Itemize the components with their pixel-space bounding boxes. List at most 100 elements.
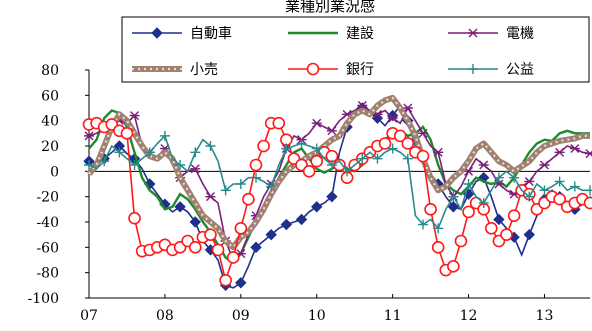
y-tick-label: 0: [50, 164, 59, 180]
data-point: [265, 228, 277, 241]
data-point: [234, 222, 248, 235]
data-point: [539, 185, 550, 196]
data-point: [553, 192, 566, 206]
legend-item: 建設: [288, 26, 374, 42]
series-line: [88, 103, 591, 289]
data-point: [433, 223, 444, 234]
data-point: [295, 213, 308, 226]
legend-item: 銀行: [288, 62, 374, 78]
y-tick-label: -40: [36, 215, 59, 231]
data-point: [311, 118, 322, 128]
data-point: [235, 179, 246, 189]
series-line: [88, 134, 590, 230]
data-point: [431, 241, 445, 254]
data-point: [393, 129, 407, 143]
data-point: [493, 213, 505, 226]
data-point: [266, 181, 277, 192]
data-point: [478, 160, 489, 170]
data-point: [402, 153, 413, 164]
legend-label: 小売: [190, 62, 218, 78]
data-point: [250, 241, 262, 254]
data-point: [281, 143, 292, 154]
data-point: [219, 273, 232, 287]
series-line-dots: [88, 96, 590, 249]
data-point: [424, 203, 437, 216]
data-point: [326, 190, 338, 203]
data-point: [226, 251, 240, 264]
data-point: [175, 160, 186, 170]
data-point: [310, 154, 324, 168]
data-point: [204, 228, 217, 241]
data-point: [84, 160, 94, 170]
legend-item: 公益: [448, 62, 534, 78]
data-point: [569, 181, 580, 192]
data-point: [523, 228, 535, 241]
series-5: [84, 130, 592, 234]
chart-title: 業種別業況感: [285, 0, 375, 15]
data-point: [272, 116, 286, 130]
data-point: [371, 112, 384, 124]
data-point: [280, 218, 293, 231]
data-point: [205, 192, 216, 202]
y-tick-label: -20: [36, 190, 59, 206]
x-tick-label: 08: [156, 308, 174, 324]
data-point: [416, 149, 430, 163]
data-point: [242, 192, 255, 206]
legend-box: [121, 16, 590, 83]
data-point: [144, 147, 155, 158]
data-point: [190, 164, 201, 174]
data-point: [114, 147, 125, 158]
data-point: [524, 191, 535, 202]
legend-label: 公益: [506, 62, 534, 78]
x-tick-label: 10: [308, 308, 326, 324]
data-point: [418, 128, 428, 138]
data-point: [174, 201, 186, 213]
data-point: [357, 153, 368, 164]
data-point: [468, 28, 478, 38]
data-point: [447, 201, 460, 213]
series-group: [82, 94, 592, 292]
data-point: [569, 144, 580, 154]
x-tick-label: 09: [232, 308, 250, 324]
y-tick-label: -60: [36, 240, 59, 256]
legend-item: 電機: [448, 26, 534, 42]
x-tick-label: 07: [80, 308, 98, 324]
data-point: [463, 179, 474, 189]
data-point: [462, 205, 475, 219]
x-tick-label: 11: [384, 308, 402, 324]
y-tick-label: 80: [41, 63, 59, 79]
x-tick-label: 12: [460, 308, 478, 324]
data-point: [120, 127, 134, 140]
data-point: [485, 222, 498, 235]
data-point: [539, 160, 550, 170]
data-point: [257, 139, 270, 153]
data-point: [418, 219, 428, 230]
data-point: [129, 111, 140, 121]
legend-label: 自動車: [190, 25, 232, 42]
data-point: [372, 153, 383, 164]
data-point: [326, 126, 337, 136]
data-point: [454, 234, 468, 248]
data-point: [99, 156, 110, 167]
data-point: [387, 143, 398, 154]
data-point: [478, 198, 489, 208]
data-point: [151, 27, 163, 39]
data-point: [583, 196, 592, 210]
y-tick-label: 60: [41, 88, 59, 104]
y-tick-label: -100: [28, 291, 59, 307]
legend-item: 小売: [132, 62, 218, 78]
y-tick-label: 40: [41, 114, 59, 130]
data-point: [188, 241, 202, 254]
data-point: [189, 216, 201, 228]
data-point: [357, 100, 368, 110]
data-point: [220, 185, 231, 196]
data-point: [468, 64, 478, 74]
y-tick-group: 80 60 40 20 0 -20 -40 -60 -80 -100: [28, 63, 89, 307]
y-tick-label: -80: [36, 266, 59, 282]
data-point: [128, 211, 141, 225]
data-point: [493, 172, 504, 183]
data-point: [311, 143, 322, 154]
